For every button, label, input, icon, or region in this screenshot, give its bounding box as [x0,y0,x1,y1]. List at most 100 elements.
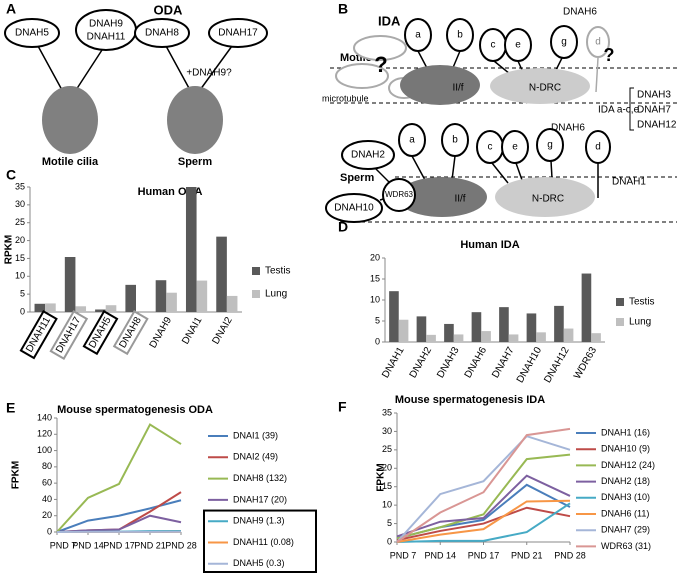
stalk [515,162,523,181]
node [325,193,383,223]
head-label: b [452,135,458,146]
complex-label: N-DRC [532,194,564,205]
head-label: a [409,135,415,146]
y-tick-label: 25 [382,444,392,454]
y-axis-label: FPKM [11,461,22,489]
line-series [396,502,571,543]
y-tick-label: 0 [375,336,380,346]
head [536,128,564,162]
x-tick-label: DNAH7 [490,345,517,380]
legend-swatch [616,318,624,326]
head [550,25,578,59]
y-tick-label: 10 [370,294,380,304]
legend-label: DNAH6 (11) [601,508,649,518]
legend-label: Testis [629,297,655,308]
x-tick-group: DNAH8 [112,309,149,356]
legend-label: DNAH9 (1.3) [233,516,285,526]
y-tick-label: 30 [15,199,25,209]
unknown-head [353,35,407,61]
panel-label: E [6,400,15,416]
y-tick-label: 15 [382,481,392,491]
head-label: d [595,142,601,153]
label: Sperm [178,156,212,168]
y-tick-label: 15 [15,253,25,263]
stalk [451,155,456,181]
y-tick-label: 0 [387,536,392,546]
node-label: DNAH10 [334,203,374,214]
connector [37,45,63,91]
node-label: DNAH9 [89,19,123,30]
legend-label: Lung [265,289,287,300]
node-label: DNAH8 [145,28,179,39]
stalk [517,60,523,71]
bar [444,323,454,342]
y-tick-label: 100 [37,445,52,455]
head [398,123,426,157]
legend-label: DNAH8 (132) [233,473,287,483]
panel-label: F [338,399,347,415]
x-tick-group: DNAH7 [490,345,517,380]
y-tick-label: 5 [387,518,392,528]
head-label: e [515,40,521,51]
node-label: DNAH17 [218,28,258,39]
bar [536,332,546,342]
legend-label: Lung [629,317,651,328]
y-axis-label: FPKM [376,463,387,491]
chart-title: Human IDA [460,239,519,251]
y-tick-label: 0 [20,306,25,316]
line-series [396,435,571,543]
x-tick-label: DNAI2 [210,315,234,346]
bar [45,303,56,312]
bar [416,316,427,342]
x-tick-label: PND 17 [103,540,135,550]
y-tick-label: 5 [20,289,25,299]
x-tick-group: DNAH9 [148,315,175,350]
legend-label: DNAI2 (49) [233,452,278,462]
label: Motile cilia [42,156,99,168]
head [441,123,469,157]
legend-label: DNAH12 (24) [601,460,655,470]
y-tick-label: 20 [15,235,25,245]
chart-title: Mouse spermatogenesis ODA [57,404,213,416]
line-series [396,453,571,540]
bracket [629,87,634,131]
panel-label: B [338,1,348,17]
head [501,130,529,164]
complex [490,68,590,104]
bar [105,305,117,312]
protein-label: DNAH6 [551,123,585,134]
stalk [491,162,509,184]
bar [389,291,399,342]
x-tick-group: DNAI1 [180,315,204,346]
x-tick-label: DNAH1 [380,345,407,380]
head [504,28,532,62]
line-series [396,427,571,543]
x-tick-label: PND 17 [468,550,500,560]
bar [398,319,409,342]
x-tick-label: DNAH6 [463,345,490,380]
x-tick-group: WDR63 [572,345,599,381]
head-label: d [595,37,601,48]
complex-label: II/f [452,83,463,94]
line-series [396,474,571,538]
x-tick-label: DNAH10 [515,345,544,385]
line-series [396,499,571,543]
head-label: g [547,140,553,151]
bar [125,284,136,312]
legend-label: DNAH11 (0.08) [233,537,294,547]
x-tick-label: PND 21 [511,550,543,560]
y-tick-label: 20 [382,463,392,473]
complex [400,65,480,105]
protein-label: DNAH6 [563,7,597,18]
complex-label: II/f [454,194,465,205]
head-label: g [561,37,567,48]
diagram-title: IDA [378,13,401,28]
legend-label: DNAH10 (9) [601,444,650,454]
legend-label: DNAH17 (20) [233,494,287,504]
node [208,18,268,48]
head-label: a [415,30,421,41]
legend-label: DNAH3 (10) [601,492,650,502]
note: +DNAH9? [186,68,232,79]
bar [581,273,592,342]
